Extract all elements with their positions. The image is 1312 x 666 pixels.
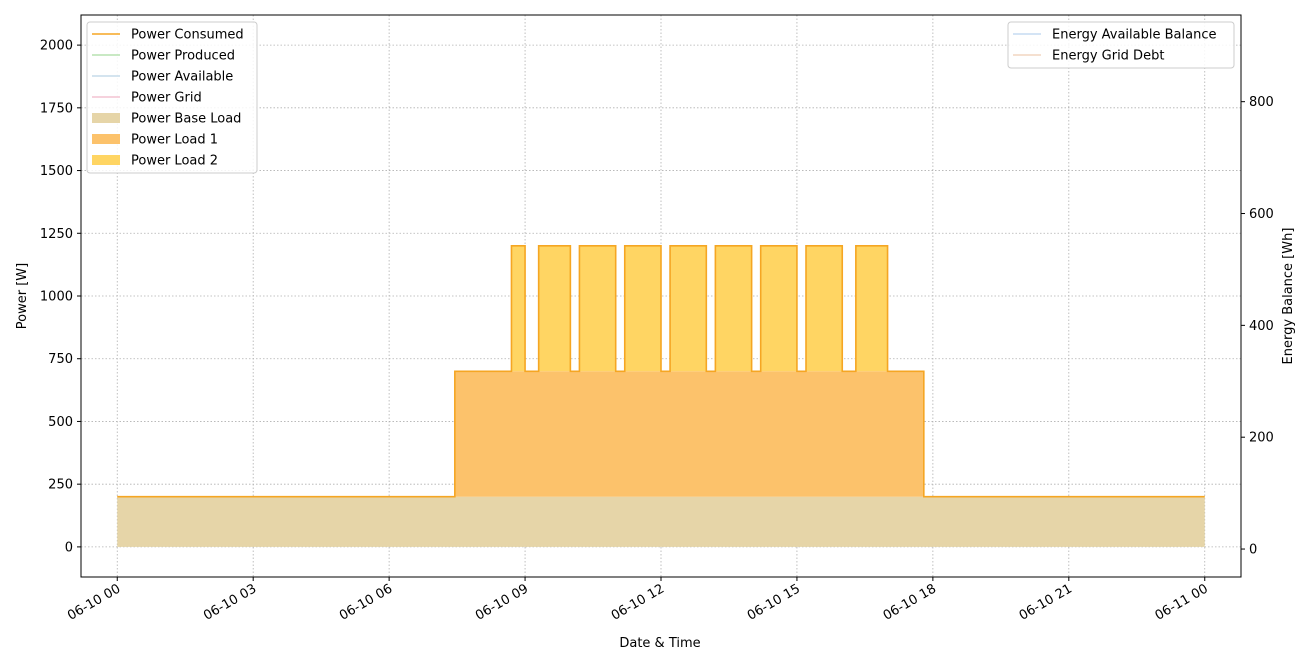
legend-swatch [92, 113, 120, 123]
load-2-pulse [806, 245, 843, 372]
legend-label: Power Load 1 [131, 133, 218, 148]
y2-axis-label: Energy Balance [Wh] [1281, 228, 1296, 365]
load-2-pulse [715, 245, 752, 372]
legend-label: Power Consumed [131, 28, 244, 43]
legend-swatch [92, 134, 120, 144]
y2-tick-label: 800 [1249, 95, 1274, 110]
legend-label: Power Available [131, 70, 233, 85]
y2-tick-label: 600 [1249, 207, 1274, 222]
y2-tick-label: 400 [1249, 319, 1274, 334]
load-2-pulse [538, 245, 571, 372]
y-tick-label: 250 [48, 478, 73, 493]
y-axis-label: Power [W] [15, 263, 30, 329]
legend-label: Energy Grid Debt [1052, 49, 1164, 64]
legend-label: Power Produced [131, 49, 235, 64]
y-tick-label: 0 [65, 540, 73, 555]
y-tick-label: 1000 [40, 290, 73, 305]
legend-label: Power Load 2 [131, 154, 218, 169]
load-1-area [454, 371, 924, 497]
legend-label: Power Base Load [131, 112, 241, 127]
y-tick-label: 1250 [40, 227, 73, 242]
legend-box [1007, 21, 1235, 69]
load-2-pulse [579, 245, 616, 372]
load-2-pulse [624, 245, 661, 372]
line-series [117, 245, 1205, 498]
load-2-pulse [760, 245, 797, 372]
y-tick-label: 1500 [40, 164, 73, 179]
legend-label: Energy Available Balance [1052, 28, 1216, 43]
legend-box [86, 21, 258, 174]
y2-tick-label: 200 [1249, 431, 1274, 446]
y-tick-label: 750 [48, 352, 73, 367]
legend-label: Power Grid [131, 91, 202, 106]
load-2-pulse [511, 245, 526, 372]
area-series [117, 245, 1205, 547]
y-tick-label: 2000 [40, 39, 73, 54]
y-tick-label: 1750 [40, 101, 73, 116]
base-load-area [117, 496, 1205, 547]
power-consumed-line [117, 245, 1205, 498]
y2-tick-label: 0 [1249, 543, 1257, 558]
legend-right: Energy Available Balance Energy Grid Debt [1007, 21, 1235, 69]
y-tick-label: 500 [48, 415, 73, 430]
legend-swatch [92, 155, 120, 165]
legend-left: Power Consumed Power Produced Power Availa… [86, 21, 258, 174]
x-axis-label: Date & Time [619, 636, 700, 651]
load-2-pulse [855, 245, 888, 372]
load-2-pulse [670, 245, 707, 372]
